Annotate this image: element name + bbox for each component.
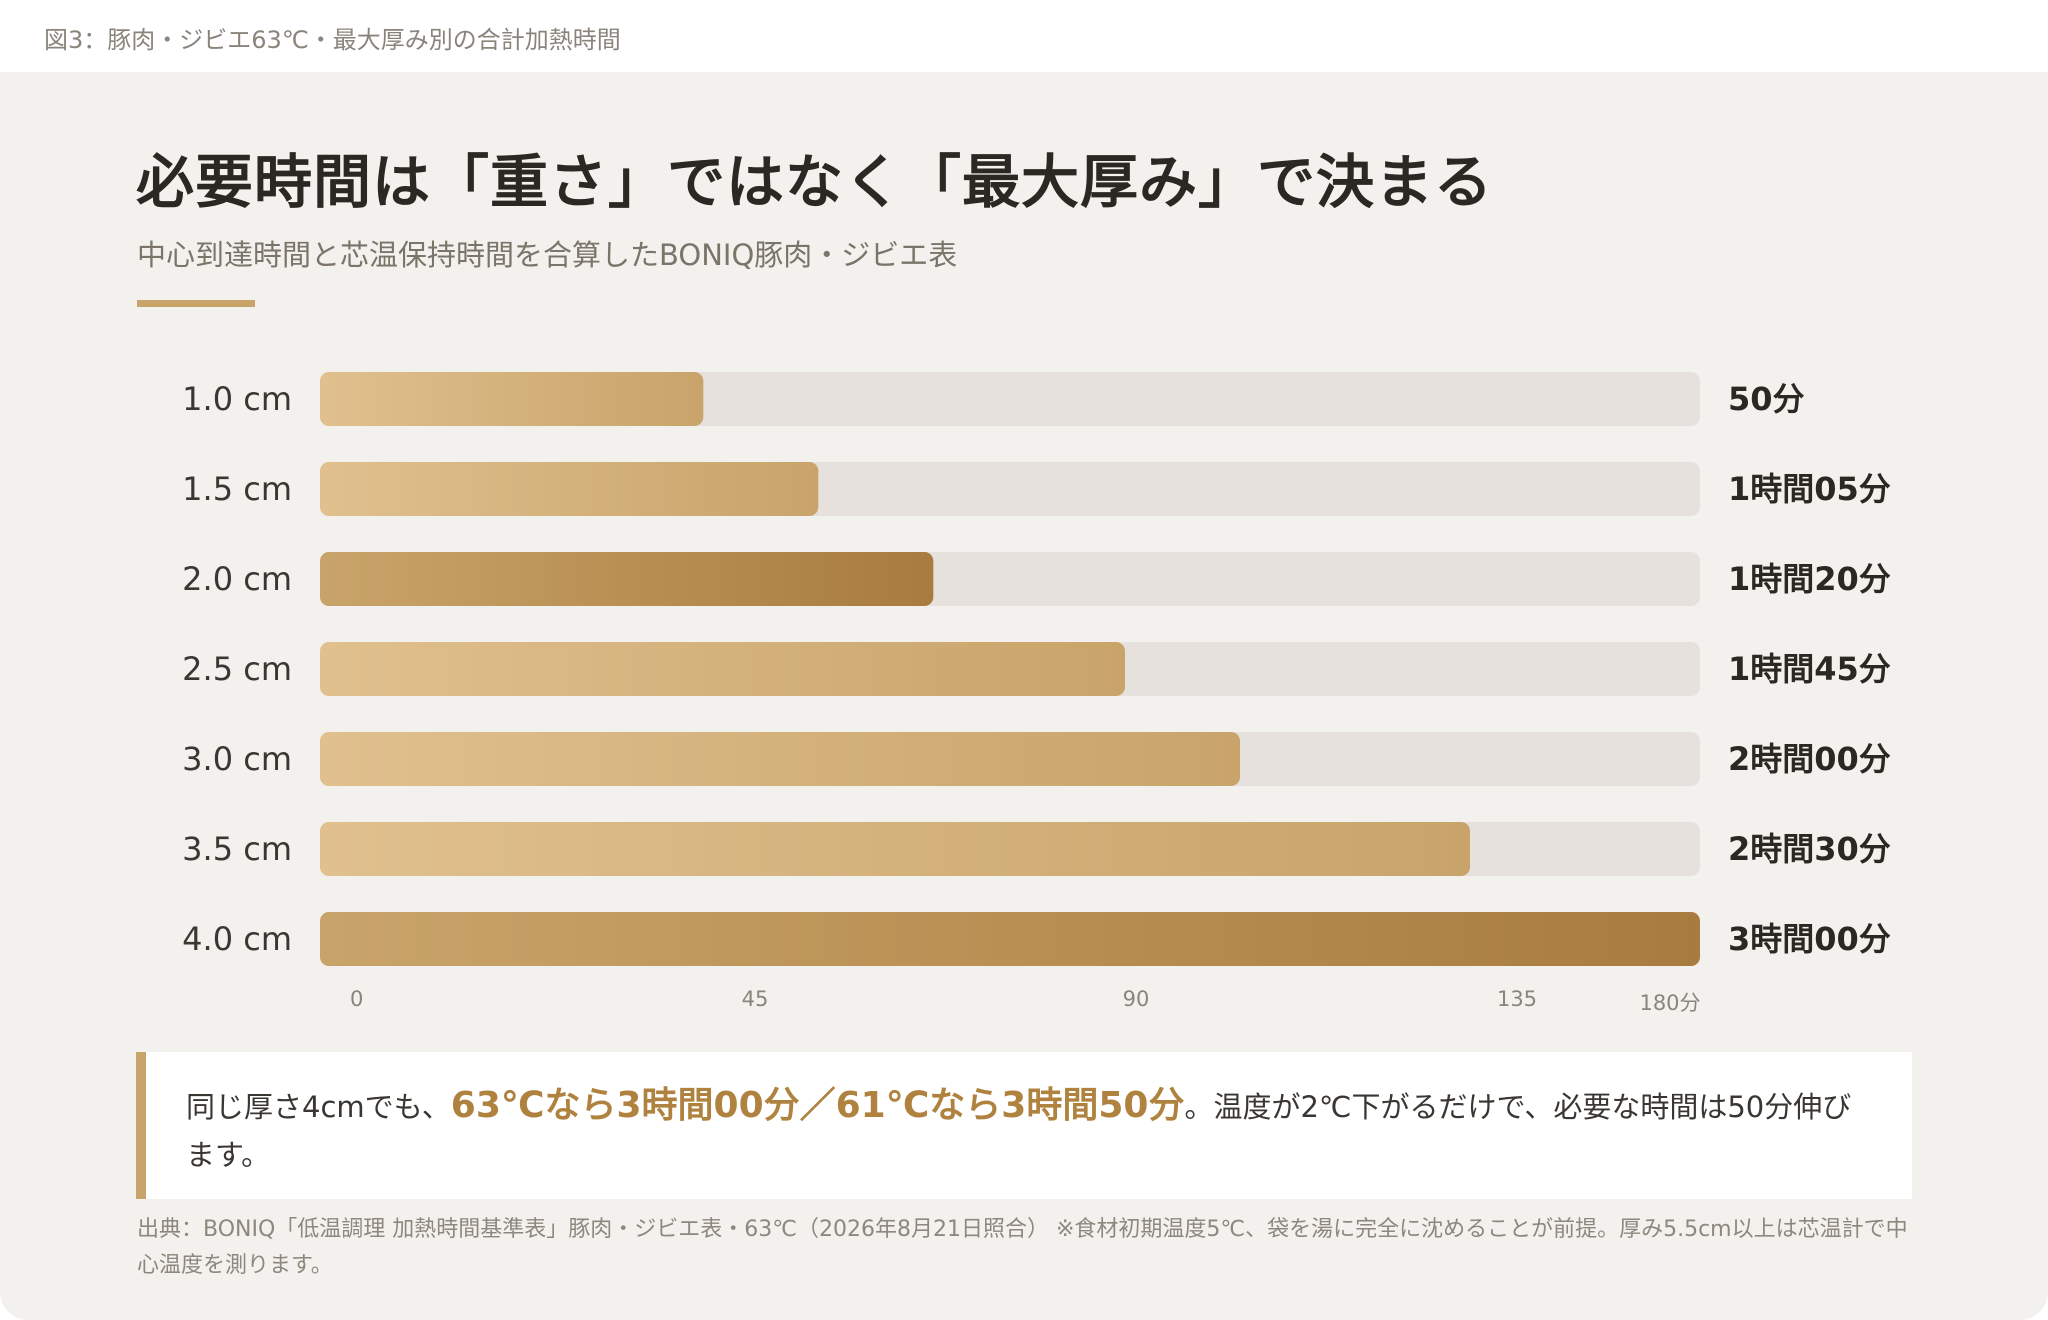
value-label: 2時間30分 xyxy=(1728,830,1891,868)
bar xyxy=(320,372,704,426)
category-label: 1.5 cm xyxy=(182,470,292,508)
category-label: 3.5 cm xyxy=(182,830,292,868)
x-tick-label: 135 xyxy=(1497,987,1537,1011)
value-label: 3時間00分 xyxy=(1728,920,1891,958)
x-tick-label: 180分 xyxy=(1639,991,1700,1015)
callout-text-before: 同じ厚さ4cmでも、 xyxy=(186,1090,451,1124)
bar xyxy=(320,462,819,516)
source-note: 出典：BONIQ「低温調理 加熱時間基準表」豚肉・ジビエ表・63℃（2026年8… xyxy=(137,1217,1908,1278)
value-label: 1時間05分 xyxy=(1728,470,1891,508)
accent-rule xyxy=(137,300,255,307)
bar xyxy=(320,732,1240,786)
callout-highlight: 63℃なら3時間00分／61℃なら3時間50分 xyxy=(450,1085,1185,1126)
category-label: 1.0 cm xyxy=(182,380,292,418)
bar xyxy=(320,642,1125,696)
value-label: 1時間45分 xyxy=(1728,650,1891,688)
category-label: 3.0 cm xyxy=(182,740,292,778)
callout-text-after: 。温度が2℃下がるだけで、必要な時間は50分伸びます。 xyxy=(186,1090,1852,1172)
bar-chart: 1.0 cm 50分 1.5 cm 1時間05分 2.0 cm 1時間20分 2.5 cm 1… xyxy=(182,372,1891,1015)
value-label: 2時間00分 xyxy=(1728,740,1891,778)
bar xyxy=(320,912,1700,966)
x-tick-label: 90 xyxy=(1123,987,1150,1011)
x-tick-label: 0 xyxy=(350,987,363,1011)
chart-subtitle: 中心到達時間と芯温保持時間を合算したBONIQ豚肉・ジビエ表 xyxy=(137,238,958,272)
chart-title: 必要時間は「重さ」ではなく「最大厚み」で決まる xyxy=(136,148,1494,216)
figure-label: 図3：豚肉・ジビエ63℃・最大厚み別の合計加熱時間 xyxy=(44,26,621,54)
bar xyxy=(320,552,934,606)
bar xyxy=(320,822,1470,876)
value-label: 50分 xyxy=(1728,380,1805,418)
category-label: 2.5 cm xyxy=(182,650,292,688)
callout-box: 同じ厚さ4cmでも、63℃なら3時間00分／61℃なら3時間50分。温度が2℃下… xyxy=(136,1052,1912,1199)
x-tick-label: 45 xyxy=(742,987,769,1011)
value-label: 1時間20分 xyxy=(1728,560,1891,598)
category-label: 2.0 cm xyxy=(182,560,292,598)
category-label: 4.0 cm xyxy=(182,920,292,958)
